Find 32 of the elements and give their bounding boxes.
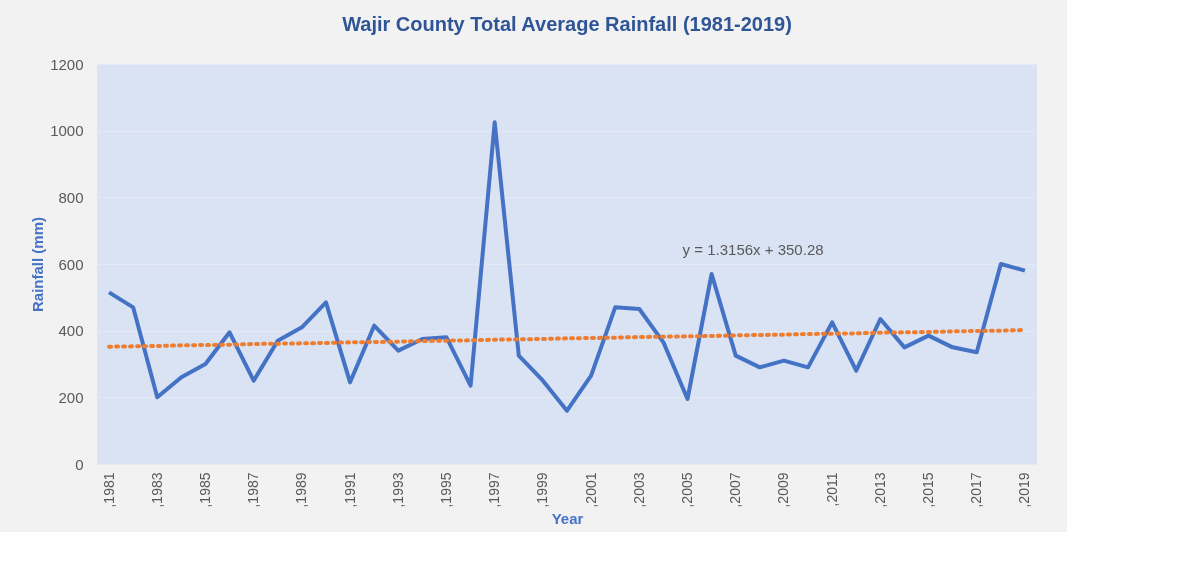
x-tick-label: ,2003 bbox=[630, 472, 647, 508]
x-tick-label: ,2009 bbox=[775, 472, 792, 508]
y-axis-title: Rainfall (mm) bbox=[29, 216, 47, 313]
y-tick-label: 800 bbox=[58, 188, 84, 206]
line-series bbox=[107, 120, 1027, 413]
y-tick-label: 1000 bbox=[50, 122, 84, 140]
x-tick-label: ,2001 bbox=[582, 472, 599, 508]
x-tick-label: ,2017 bbox=[968, 472, 985, 508]
x-tick-label: ,1987 bbox=[245, 472, 262, 508]
x-tick-label: ,1991 bbox=[341, 472, 358, 508]
x-tick-label: ,1983 bbox=[148, 472, 165, 508]
x-tick-label: ,2007 bbox=[727, 472, 744, 508]
x-tick-label: ,2011 bbox=[823, 472, 840, 507]
annotation: y = 1.3156x + 350.28 bbox=[682, 241, 824, 258]
x-tick-label: ,2015 bbox=[920, 472, 937, 508]
x-axis-title: Year bbox=[551, 509, 584, 527]
y-tick-label: 200 bbox=[58, 388, 84, 406]
y-tick-label: 400 bbox=[58, 322, 84, 340]
x-tick-label: ,2005 bbox=[679, 472, 696, 508]
x-tick-label: ,1989 bbox=[293, 472, 310, 508]
x-tick-label: ,1999 bbox=[534, 472, 551, 508]
chart-title: Wajir County Total Average Rainfall (1981-2019) bbox=[342, 13, 792, 35]
x-tick-label: ,2019 bbox=[1016, 472, 1033, 508]
x-tick-label: ,1985 bbox=[196, 472, 213, 508]
x-tick-label: ,1993 bbox=[389, 472, 406, 508]
x-tick-label: ,1995 bbox=[437, 472, 454, 508]
y-tick-label: 1200 bbox=[50, 55, 84, 73]
x-tick-label: ,1997 bbox=[486, 472, 503, 508]
x-tick-label: ,2013 bbox=[871, 472, 888, 508]
y-tick-label: 0 bbox=[75, 455, 84, 473]
x-tick-label: ,1981 bbox=[100, 472, 117, 508]
y-tick-label: 600 bbox=[58, 255, 84, 273]
